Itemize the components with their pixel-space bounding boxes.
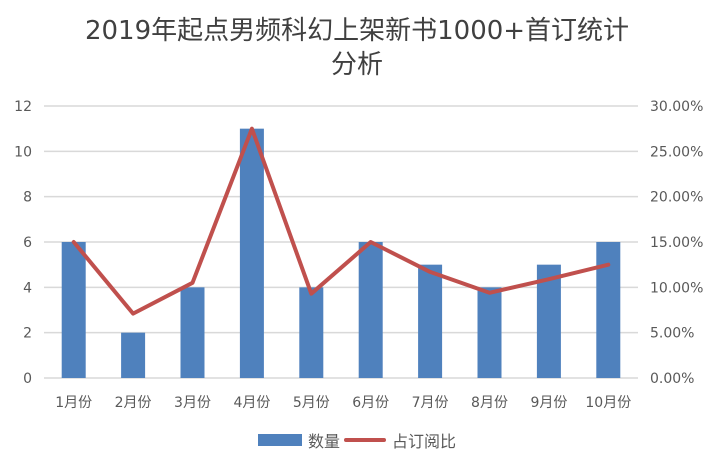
right-tick-label: 30.00% <box>650 99 703 115</box>
legend-label-count: 数量 <box>307 432 340 451</box>
bar <box>180 287 205 378</box>
left-tick-label: 6 <box>23 235 32 251</box>
right-axis-labels: 0.00% 5.00% 10.00% 15.00% 20.00% 25.00% 30.00% <box>650 99 703 387</box>
left-tick-label: 0 <box>23 371 32 387</box>
x-tick-label: 5月份 <box>293 395 330 411</box>
bar <box>121 332 146 378</box>
x-axis-labels: 1月份 2月份 3月份 4月份 5月份 6月份 7月份 8月份 9月份 10月份 <box>55 395 631 411</box>
x-tick-label: 3月份 <box>174 395 211 411</box>
legend-label-ratio: 占订阅比 <box>392 432 457 451</box>
left-tick-label: 10 <box>14 144 32 160</box>
legend-item-count: 数量 <box>257 428 340 452</box>
x-tick-label: 9月份 <box>530 395 567 411</box>
right-tick-label: 20.00% <box>650 190 703 206</box>
bar <box>477 287 502 378</box>
x-tick-label: 4月份 <box>233 395 270 411</box>
legend-item-ratio: 占订阅比 <box>340 428 456 452</box>
x-tick-label: 2月份 <box>115 395 152 411</box>
right-tick-label: 10.00% <box>650 280 703 296</box>
x-tick-label: 10月份 <box>585 395 631 411</box>
bar <box>299 287 324 378</box>
bar <box>61 242 86 378</box>
bar <box>596 242 621 378</box>
bar <box>239 128 264 378</box>
x-tick-label: 8月份 <box>471 395 508 411</box>
left-axis-labels: 0 2 4 6 8 10 12 <box>14 99 32 387</box>
chart-title: 2019年起点男频科幻上架新书1000+首订统计 分析 <box>0 14 714 82</box>
line-swatch-icon <box>344 438 386 442</box>
bar <box>418 264 443 378</box>
ratio-line <box>71 126 611 316</box>
bar <box>358 242 383 378</box>
left-tick-label: 8 <box>23 190 32 206</box>
legend: 数量 占订阅比 <box>0 428 714 452</box>
line-series <box>71 126 611 316</box>
right-tick-label: 5.00% <box>650 326 694 342</box>
chart-title-line-1: 2019年起点男频科幻上架新书1000+首订统计 <box>84 16 630 46</box>
chart-title-line-2: 分析 <box>330 50 383 80</box>
left-tick-label: 12 <box>14 99 32 115</box>
x-tick-label: 1月份 <box>55 395 92 411</box>
right-tick-label: 25.00% <box>650 144 703 160</box>
bar <box>536 264 561 378</box>
bar-series <box>61 128 621 378</box>
left-tick-label: 4 <box>23 280 32 296</box>
x-tick-label: 7月份 <box>412 395 449 411</box>
right-tick-label: 0.00% <box>650 371 694 387</box>
x-tick-label: 6月份 <box>352 395 389 411</box>
right-tick-label: 15.00% <box>650 235 703 251</box>
left-tick-label: 2 <box>23 326 32 342</box>
bar-swatch-icon <box>257 434 302 446</box>
